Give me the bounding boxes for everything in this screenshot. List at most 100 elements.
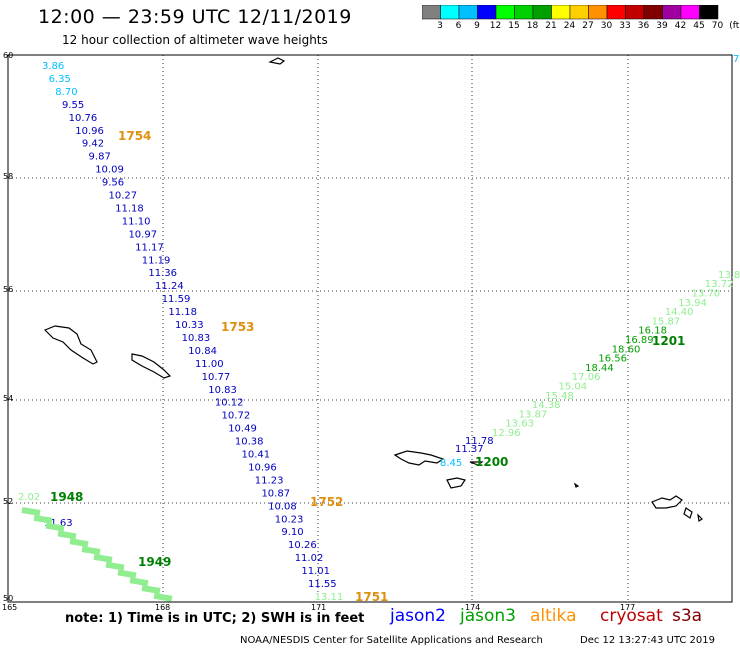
colorbar-label: 27 [582, 21, 594, 31]
colorbar-label: 42 [674, 21, 687, 31]
map-grid [8, 55, 732, 602]
jason2-swh-value: 10.12 [215, 398, 244, 409]
jason2-swh-value: 10.41 [242, 450, 271, 461]
jason3-track-segment [141, 585, 161, 594]
legend-altika: altika [530, 606, 577, 626]
jason2-swh-value: 11.17 [135, 242, 164, 253]
lon-label-168: 168 [155, 603, 171, 612]
jason2-swh-value: 11.19 [142, 255, 171, 266]
jason2-swh-value: 10.87 [261, 488, 290, 499]
jason3-swh-value: 12.96 [492, 428, 521, 439]
jason2-swh-value: 10.83 [208, 385, 237, 396]
legend-note: note: 1) Time is in UTC; 2) SWH is in fe… [65, 611, 365, 626]
jason2-swh-value: 10.09 [95, 165, 124, 176]
lat-label-56: 56 [3, 285, 14, 294]
jason2-swh-value: 11.18 [168, 307, 197, 318]
legend-jason2: jason2 [390, 606, 446, 626]
colorbar-label: 12 [489, 21, 502, 31]
colorbar-label: 70 [711, 21, 724, 31]
colorbar-swatch [699, 5, 719, 20]
altimeter-tracks: 3.86 6.35 8.70 9.55 10.76 10.96 9.42 9.87 10.09 9… [18, 54, 740, 604]
colorbar-label: 3 [437, 21, 443, 31]
jason2-swh-value: 9.10 [281, 527, 303, 538]
color-scale-bar [422, 5, 719, 20]
edge-swh-value: 7 [733, 54, 739, 65]
jason2-time-label: 1754 [118, 129, 151, 143]
jason3-track-segment [57, 530, 77, 540]
jason2-swh-value: 11.24 [155, 281, 184, 292]
jason2-swh-value: 10.77 [202, 372, 231, 383]
jason2-swh-value: 11.02 [295, 553, 324, 564]
jason2-swh-value: 6.35 [49, 74, 71, 85]
jason3-swh-value: 13.87 [519, 409, 548, 420]
legend-cryosat: cryosat [600, 606, 663, 626]
jason2-swh-value: 9.56 [102, 178, 124, 189]
island-medny [43, 325, 98, 365]
footer-center: NOAA/NESDIS Center for Satellite Applica… [240, 635, 543, 646]
jason3-swh-value: 15.48 [545, 391, 574, 402]
jason2-swh-value: 11.10 [122, 216, 151, 227]
jason3-swh-value: 15.04 [559, 382, 588, 393]
jason3-track-segment [21, 507, 41, 516]
jason3-track-segment [81, 546, 101, 555]
jason3-track-segment [129, 577, 149, 587]
jason3-swh-value: 16.56 [598, 354, 627, 365]
jason2-swh-value: 8.70 [55, 87, 77, 98]
jason2-swh-value: 11.18 [115, 203, 144, 214]
jason3-swh-value: 13.72 [705, 279, 734, 290]
colorbar-label: 24 [563, 21, 576, 31]
jason2-swh-value: 13.11 [315, 592, 344, 603]
footer-timestamp: Dec 12 13:27:43 UTC 2019 [580, 635, 715, 646]
jason2-swh-value: 10.96 [248, 462, 277, 473]
jason3-swh-value: 14.40 [665, 307, 694, 318]
colorbar-label: (ft) [729, 21, 740, 31]
jason3-track-segment [105, 561, 125, 571]
jason3-swh-value: 11.78 [465, 436, 494, 447]
jason3-swh-value: 15.87 [652, 316, 681, 327]
island-bering [131, 353, 172, 379]
jason3-swh-value: 18.44 [585, 363, 614, 374]
colorbar-label: 6 [455, 21, 462, 31]
jason3-swh-value: 2.02 [18, 492, 40, 503]
jason2-swh-value: 10.33 [175, 320, 204, 331]
lon-label-177: 177 [620, 603, 636, 612]
jason3-time-label: 1948 [50, 490, 83, 504]
lon-label-174: 174 [465, 603, 481, 612]
island-little-kiska [683, 507, 693, 519]
island-coast-top [268, 57, 286, 65]
jason3-swh-value: 17.06 [572, 372, 601, 383]
jason3-swh-value: 18.60 [612, 344, 641, 355]
jason3-time-label: 1201 [652, 334, 685, 348]
jason2-time-label: 1753 [221, 320, 254, 334]
lon-label-171: 171 [311, 603, 327, 612]
jason2-swh-value: 11.23 [255, 475, 284, 486]
jason2-swh-value: 10.38 [235, 437, 264, 448]
lat-label-60: 60 [3, 51, 14, 60]
colorbar-label: 9 [474, 21, 480, 31]
jason2-swh-value: 11.59 [162, 294, 191, 305]
jason2-swh-value: 9.55 [62, 100, 84, 111]
colorbar-label: 18 [526, 21, 539, 31]
lat-label-52: 52 [3, 497, 14, 506]
lon-label-165: 165 [2, 603, 18, 612]
jason3-swh-value: 11.63 [44, 518, 73, 529]
island-agattu [446, 477, 466, 489]
jason3-track-segment [117, 569, 137, 579]
jason3-swh-value: 16.89 [625, 335, 654, 346]
jason2-swh-value: 10.26 [288, 540, 317, 551]
page-subtitle: 12 hour collection of altimeter wave hei… [62, 33, 328, 47]
jason2-swh-value: 11.00 [195, 359, 224, 370]
jason3-track-segment [153, 592, 173, 602]
jason3-swh-value: 8.45 [440, 458, 462, 469]
lat-label-50: 50 [3, 594, 14, 603]
jason2-swh-value: 9.87 [89, 152, 111, 163]
jason3-swh-value: 14.38 [532, 400, 561, 411]
jason3-time-label: 1949 [138, 555, 171, 569]
jason2-time-label: 1751 [355, 590, 388, 604]
coastlines [43, 57, 703, 523]
jason2-swh-value: 9.42 [82, 139, 104, 150]
jason3-swh-value: 13.63 [505, 419, 534, 430]
colorbar-label: 33 [619, 21, 631, 31]
colorbar-label: 30 [600, 21, 613, 31]
